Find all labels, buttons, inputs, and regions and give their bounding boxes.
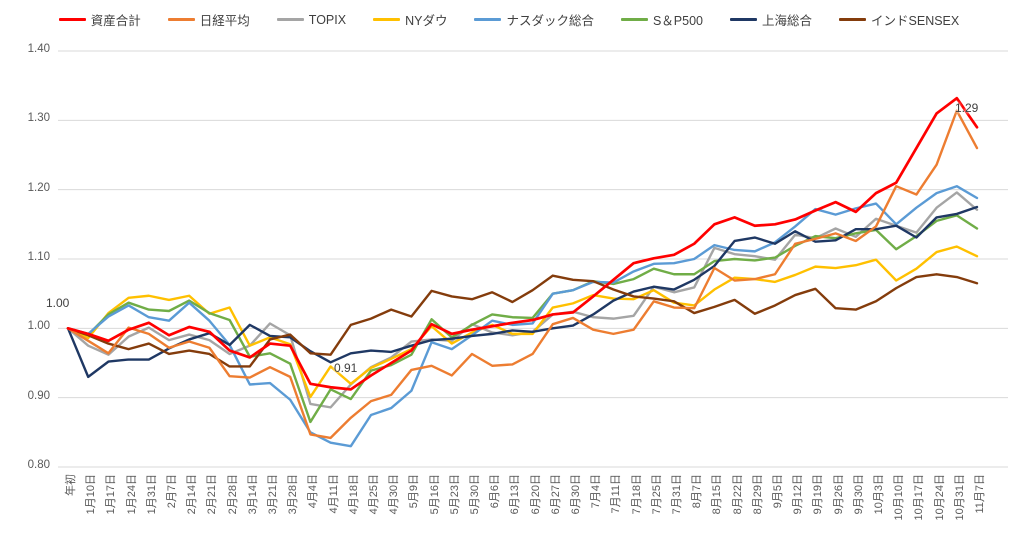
x-tick-label: 6月27日 (549, 474, 562, 515)
x-tick-label: 8月15日 (711, 474, 724, 515)
legend-item-TOPIX: TOPIX (276, 12, 347, 27)
legend-line-swatch (730, 18, 757, 21)
legend-item-上海総合: 上海総合 (730, 10, 812, 29)
legend-item-ナスダック総合: ナスダック総合 (474, 10, 594, 29)
y-tick-label: 1.20 (27, 181, 50, 194)
legend-label: ナスダック総合 (506, 14, 594, 28)
x-tick-label: 7月31日 (671, 474, 683, 515)
x-tick-label: 1月17日 (105, 474, 118, 515)
legend-line-swatch (167, 18, 195, 21)
legend-line-swatch (474, 18, 502, 21)
legend-label: 上海総合 (762, 14, 813, 28)
x-tick-label: 1月24日 (125, 474, 138, 515)
series-line-日経平均 (66, 109, 979, 440)
legend-line-swatch (620, 18, 648, 21)
x-tick-label: 2月7日 (166, 474, 178, 509)
x-tick-label: 6月6日 (489, 474, 502, 509)
x-tick-label: 2月21日 (206, 474, 219, 515)
legend-item-資産合計: 資産合計 (58, 10, 141, 29)
x-tick-label: 7月11日 (610, 474, 623, 514)
y-tick-label: 0.90 (27, 389, 50, 402)
legend-line-swatch (58, 18, 86, 21)
legend-item-日経平均: 日経平均 (167, 10, 250, 29)
x-tick-label: 10月31日 (953, 474, 966, 521)
x-tick-label: 10月10日 (893, 474, 906, 521)
data-label: 1.29 (955, 101, 979, 115)
x-tick-label: 4月11日 (327, 474, 340, 514)
y-tick-label: 1.10 (27, 251, 50, 263)
x-tick-label: 4月4日 (307, 474, 320, 509)
series-line-上海総合 (66, 205, 979, 379)
x-tick-label: 6月13日 (509, 474, 522, 515)
legend-item-インドSENSEX: インドSENSEX (839, 10, 959, 29)
x-tick-label: 2月14日 (186, 474, 199, 515)
data-label: 0.91 (334, 361, 358, 375)
legend-label: インドSENSEX (871, 14, 960, 28)
legend-item-NYダウ: NYダウ (373, 10, 447, 29)
series-line-S＆P500 (66, 214, 979, 424)
x-tick-label: 3月21日 (267, 474, 279, 515)
x-tick-label: 5月30日 (469, 474, 481, 515)
x-tick-label: 7月25日 (650, 474, 663, 515)
series-line-TOPIX (66, 191, 979, 409)
data-label: 1.00 (46, 296, 70, 310)
legend-label: S＆P500 (652, 14, 703, 28)
x-tick-label: 9月30日 (852, 474, 865, 515)
x-tick-label: 3月28日 (287, 474, 300, 515)
x-tick-label: 5月9日 (408, 474, 421, 509)
x-tick-label: 年初 (65, 474, 77, 496)
x-tick-label: 1月31日 (145, 474, 158, 515)
x-tick-label: 5月23日 (448, 474, 461, 515)
legend-line-swatch (373, 18, 401, 21)
x-tick-label: 4月25日 (368, 474, 380, 515)
x-tick-label: 7月18日 (630, 474, 643, 515)
series-line-ナスダック総合 (66, 184, 979, 448)
x-tick-label: 10月17日 (913, 474, 926, 521)
legend-label: NYダウ (405, 14, 448, 28)
x-tick-label: 11月7日 (974, 474, 986, 514)
x-tick-label: 3月14日 (246, 474, 259, 515)
x-tick-label: 9月12日 (792, 474, 805, 515)
legend-line-swatch (276, 18, 304, 21)
x-tick-label: 10月24日 (933, 474, 946, 521)
x-tick-label: 9月26日 (832, 474, 845, 515)
legend-item-S＆P500: S＆P500 (620, 10, 703, 29)
x-tick-label: 4月18日 (347, 474, 360, 515)
legend-label: TOPIX (308, 12, 347, 27)
x-tick-label: 8月22日 (731, 474, 744, 515)
x-tick-label: 1月10日 (85, 474, 98, 515)
x-tick-label: 9月5日 (772, 474, 784, 509)
x-tick-label: 4月30日 (388, 474, 401, 515)
y-tick-label: 1.00 (27, 320, 50, 333)
x-tick-label: 8月7日 (691, 474, 704, 509)
x-tick-label: 8月29日 (751, 474, 764, 515)
x-tick-label: 7月4日 (590, 474, 603, 509)
x-tick-label: 9月19日 (812, 474, 825, 515)
chart-legend: 資産合計 日経平均 TOPIX NYダウ ナスダック総合 S＆P500 上海総合 インドSEN… (0, 10, 1018, 29)
x-tick-label: 2月28日 (226, 474, 239, 515)
legend-label: 資産合計 (90, 14, 141, 28)
series-line-資産合計 (66, 96, 979, 391)
x-tick-label: 10月3日 (873, 474, 885, 515)
legend-line-swatch (839, 18, 867, 21)
x-tick-label: 6月30日 (570, 474, 582, 515)
y-tick-label: 0.80 (27, 459, 50, 471)
y-tick-label: 1.40 (27, 43, 50, 55)
y-tick-label: 1.30 (27, 112, 50, 125)
x-tick-label: 5月16日 (428, 474, 441, 515)
x-tick-label: 6月20日 (529, 474, 542, 515)
series-line-NYダウ (66, 245, 979, 399)
legend-label: 日経平均 (199, 14, 250, 28)
